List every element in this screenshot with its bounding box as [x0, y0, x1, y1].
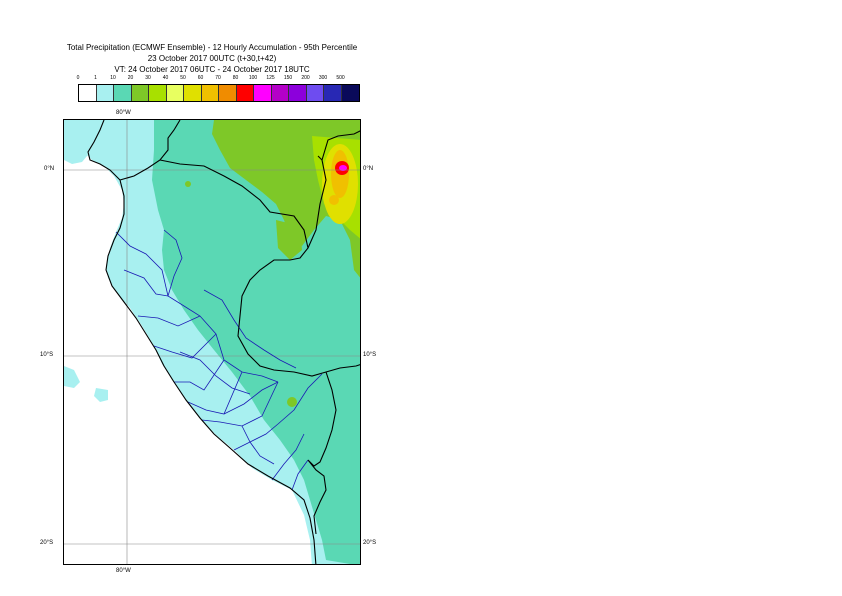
legend-label: 40: [162, 75, 169, 81]
legend-label: 20: [127, 75, 134, 81]
lat-label-right-0n: 0°N: [363, 166, 374, 172]
legend-swatch: [184, 85, 202, 101]
legend-label: 150: [283, 75, 293, 81]
legend-label: 0: [76, 75, 80, 81]
legend-label: 60: [197, 75, 204, 81]
legend-label: 10: [110, 75, 116, 81]
legend-swatch: [201, 85, 219, 101]
coastline-and-borders: [87, 120, 360, 564]
offshore-patch: [64, 120, 104, 164]
precipitation-legend: [78, 84, 360, 102]
legend-swatch: [254, 85, 272, 101]
extreme-rain-core: [339, 165, 347, 171]
legend-swatch: [271, 85, 289, 101]
legend-label: 200: [301, 75, 310, 81]
lat-label-left-20s: 20°S: [40, 540, 54, 546]
legend-label: 100: [248, 75, 258, 81]
land-green-zone: [276, 220, 302, 260]
legend-labels: 0 1 10 20 30 40 50 60 70 80 100 125 150 200 300 500: [0, 75, 424, 83]
map-svg: [64, 120, 360, 564]
legend-label: 300: [318, 75, 328, 81]
legend-label: 500: [336, 75, 345, 81]
legend-swatch: [149, 85, 167, 101]
rain-spot: [185, 181, 191, 187]
legend-swatch: [131, 85, 149, 101]
lat-label-right-20s: 20°S: [363, 540, 377, 546]
legend-swatch: [236, 85, 254, 101]
legend-swatch: [114, 85, 132, 101]
legend-label: 1: [94, 75, 97, 81]
offshore-patch: [64, 366, 80, 388]
province-boundaries: [115, 229, 323, 491]
legend-label: 30: [145, 75, 151, 81]
chart-title-line-3: VT: 24 October 2017 06UTC - 24 October 2…: [114, 65, 310, 74]
legend-swatch: [289, 85, 307, 101]
chart-title-line-1: Total Precipitation (ECMWF Ensemble) - 1…: [66, 43, 358, 52]
legend-label: 70: [215, 75, 221, 81]
lat-label-left-0n: 0°N: [44, 166, 55, 172]
lon-label-top: 80°W: [116, 110, 131, 116]
lat-label-left-10s: 10°S: [40, 352, 54, 358]
offshore-patch: [94, 388, 108, 402]
legend-label: 125: [266, 75, 275, 81]
legend-swatch: [96, 85, 114, 101]
legend-swatch: [324, 85, 342, 101]
legend-swatch: [341, 85, 359, 101]
rain-spot: [172, 169, 184, 183]
chart-title-line-2: 23 October 2017 00UTC (t+30,t+42): [147, 54, 277, 63]
rain-spot: [188, 179, 196, 189]
very-heavy-rain-zone: [329, 195, 339, 205]
lat-label-right-10s: 10°S: [363, 352, 377, 358]
legend-swatch: [219, 85, 237, 101]
legend-swatch: [306, 85, 324, 101]
precipitation-map: [63, 119, 361, 565]
legend-swatch: [166, 85, 184, 101]
lon-label-bottom: 80°W: [116, 568, 131, 574]
legend-label: 80: [232, 75, 239, 81]
rain-spot: [287, 397, 297, 407]
legend-label: 50: [180, 75, 186, 81]
legend-swatch: [79, 85, 97, 101]
